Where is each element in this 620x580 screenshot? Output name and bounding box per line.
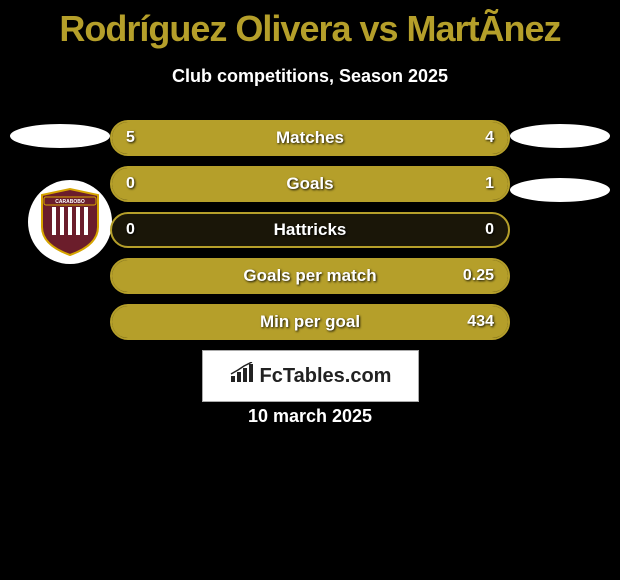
stat-label: Goals: [112, 174, 508, 194]
fctables-logo-text: FcTables.com: [260, 365, 392, 388]
stat-row-matches: 5 Matches 4: [110, 120, 510, 156]
date-label: 10 march 2025: [0, 406, 620, 427]
stat-right-value: 434: [467, 313, 494, 331]
stat-right-value: 0.25: [463, 267, 494, 285]
page-title: Rodríguez Olivera vs MartÃ­nez: [0, 0, 620, 50]
bar-chart-icon: [230, 362, 260, 390]
player-left-placeholder-icon: [10, 124, 110, 148]
page-subtitle: Club competitions, Season 2025: [0, 66, 620, 87]
stats-list: 5 Matches 4 0 Goals 1 0 Hattricks 0 Goal…: [110, 120, 510, 350]
player-right-placeholder-icon: [510, 124, 610, 148]
stat-row-goals-per-match: Goals per match 0.25: [110, 258, 510, 294]
stat-row-goals: 0 Goals 1: [110, 166, 510, 202]
stat-row-hattricks: 0 Hattricks 0: [110, 212, 510, 248]
source-panel: FcTables.com: [202, 350, 419, 402]
stat-right-value: 1: [485, 175, 494, 193]
stat-label: Hattricks: [112, 220, 508, 240]
club-badge: CARABOBO: [28, 180, 112, 264]
comparison-card: Rodríguez Olivera vs MartÃ­nez Club comp…: [0, 0, 620, 580]
stat-label: Min per goal: [112, 312, 508, 332]
fctables-logo: FcTables.com: [230, 362, 392, 390]
club-crest-icon: CARABOBO: [38, 187, 102, 257]
stat-right-value: 0: [485, 221, 494, 239]
stat-label: Matches: [112, 128, 508, 148]
stat-row-min-per-goal: Min per goal 434: [110, 304, 510, 340]
player-right-placeholder-icon-2: [510, 178, 610, 202]
stat-label: Goals per match: [112, 266, 508, 286]
svg-text:CARABOBO: CARABOBO: [55, 199, 85, 205]
stat-right-value: 4: [485, 129, 494, 147]
